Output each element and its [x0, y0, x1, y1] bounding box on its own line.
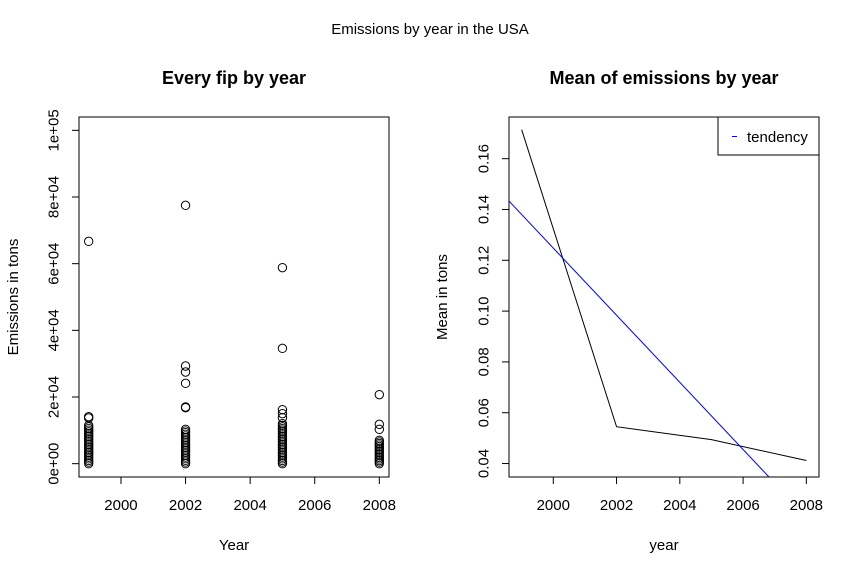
- scatter-point: [374, 419, 385, 430]
- tendency-line: [508, 200, 770, 478]
- scatter-y-tick-label: 4e+04: [46, 309, 63, 351]
- scatter-point: [277, 412, 288, 423]
- line-y-label: Mean in tons: [434, 254, 451, 340]
- scatter-point: [277, 343, 288, 354]
- scatter-x-tick-label: 2000: [104, 497, 137, 514]
- line-x-tick-label: 2008: [790, 497, 823, 514]
- scatter-point: [180, 200, 191, 211]
- line-y-tick-label: 0.16: [476, 144, 493, 173]
- line-y-tick-label: 0.14: [476, 195, 493, 224]
- scatter-panel: Every fip by year Year Emissions in tons…: [5, 68, 396, 554]
- scatter-x-label: Year: [219, 537, 249, 554]
- line-y-tick-label: 0.04: [476, 449, 493, 478]
- line-x-tick-label: 2006: [726, 497, 759, 514]
- scatter-x-tick-label: 2008: [363, 497, 396, 514]
- line-x-tick-label: 2004: [663, 497, 696, 514]
- scatter-point: [180, 424, 191, 434]
- scatter-x-tick-label: 2002: [169, 497, 202, 514]
- scatter-point: [277, 262, 288, 273]
- scatter-point: [277, 419, 288, 429]
- scatter-y-tick-label: 1e+05: [46, 109, 63, 151]
- line-plot-box: [508, 116, 820, 478]
- line-x-tick-label: 2002: [600, 497, 633, 514]
- legend-box: [717, 116, 820, 156]
- scatter-point: [180, 367, 191, 377]
- scatter-point: [374, 435, 384, 445]
- line-y-tick-label: 0.12: [476, 246, 493, 275]
- legend: tendency: [717, 116, 820, 156]
- figure-title: Emissions by year in the USA: [331, 21, 529, 38]
- line-y-tick-label: 0.10: [476, 296, 493, 325]
- scatter-y-label: Emissions in tons: [5, 239, 22, 356]
- scatter-x-tick-label: 2006: [298, 497, 331, 514]
- scatter-plot-box: [78, 116, 390, 478]
- scatter-point: [180, 361, 191, 371]
- scatter-x-tick-label: 2004: [233, 497, 266, 514]
- legend-label-tendency: tendency: [747, 129, 808, 146]
- scatter-point: [277, 408, 288, 419]
- line-x-label: year: [649, 537, 678, 554]
- scatter-point: [83, 236, 94, 247]
- line-y-tick-label: 0.08: [476, 347, 493, 376]
- mean-series-line: [521, 129, 807, 461]
- line-panel: Mean of emissions by year year Mean in t…: [434, 68, 823, 554]
- scatter-y-tick-label: 0e+00: [46, 443, 63, 485]
- scatter-y-tick-label: 8e+04: [46, 176, 63, 218]
- line-x-tick-label: 2000: [537, 497, 570, 514]
- line-y-tick-label: 0.06: [476, 398, 493, 427]
- scatter-point: [374, 424, 385, 435]
- scatter-point: [83, 413, 94, 423]
- scatter-y-tick-label: 2e+04: [46, 376, 63, 418]
- scatter-point: [180, 402, 191, 413]
- scatter-title: Every fip by year: [162, 68, 306, 88]
- scatter-y-tick-label: 6e+04: [46, 243, 63, 285]
- scatter-point: [84, 420, 94, 430]
- scatter-point: [180, 378, 191, 389]
- line-title: Mean of emissions by year: [549, 68, 778, 88]
- scatter-point: [374, 389, 385, 400]
